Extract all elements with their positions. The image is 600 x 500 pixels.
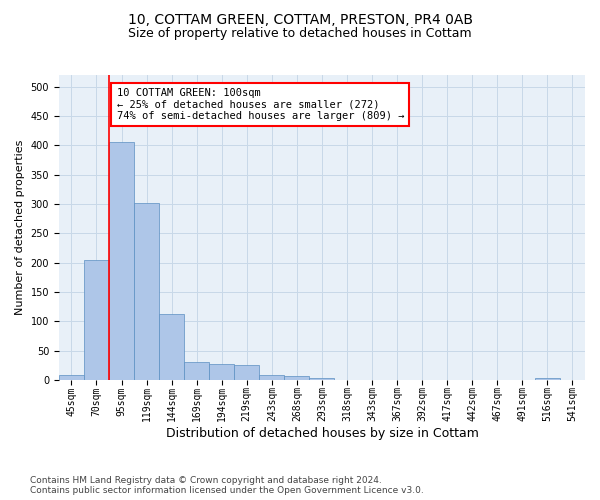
Bar xyxy=(234,366,259,380)
Bar xyxy=(159,314,184,380)
Text: 10 COTTAM GREEN: 100sqm
← 25% of detached houses are smaller (272)
74% of semi-d: 10 COTTAM GREEN: 100sqm ← 25% of detache… xyxy=(116,88,404,121)
Y-axis label: Number of detached properties: Number of detached properties xyxy=(15,140,25,315)
Text: Size of property relative to detached houses in Cottam: Size of property relative to detached ho… xyxy=(128,28,472,40)
X-axis label: Distribution of detached houses by size in Cottam: Distribution of detached houses by size … xyxy=(166,427,478,440)
Bar xyxy=(209,364,234,380)
Bar xyxy=(259,376,284,380)
Bar xyxy=(535,378,560,380)
Bar xyxy=(184,362,209,380)
Bar xyxy=(84,260,109,380)
Text: 10, COTTAM GREEN, COTTAM, PRESTON, PR4 0AB: 10, COTTAM GREEN, COTTAM, PRESTON, PR4 0… xyxy=(128,12,473,26)
Bar xyxy=(310,378,334,380)
Bar xyxy=(134,203,159,380)
Bar xyxy=(284,376,310,380)
Text: Contains HM Land Registry data © Crown copyright and database right 2024.
Contai: Contains HM Land Registry data © Crown c… xyxy=(30,476,424,495)
Bar xyxy=(109,142,134,380)
Bar xyxy=(59,376,84,380)
